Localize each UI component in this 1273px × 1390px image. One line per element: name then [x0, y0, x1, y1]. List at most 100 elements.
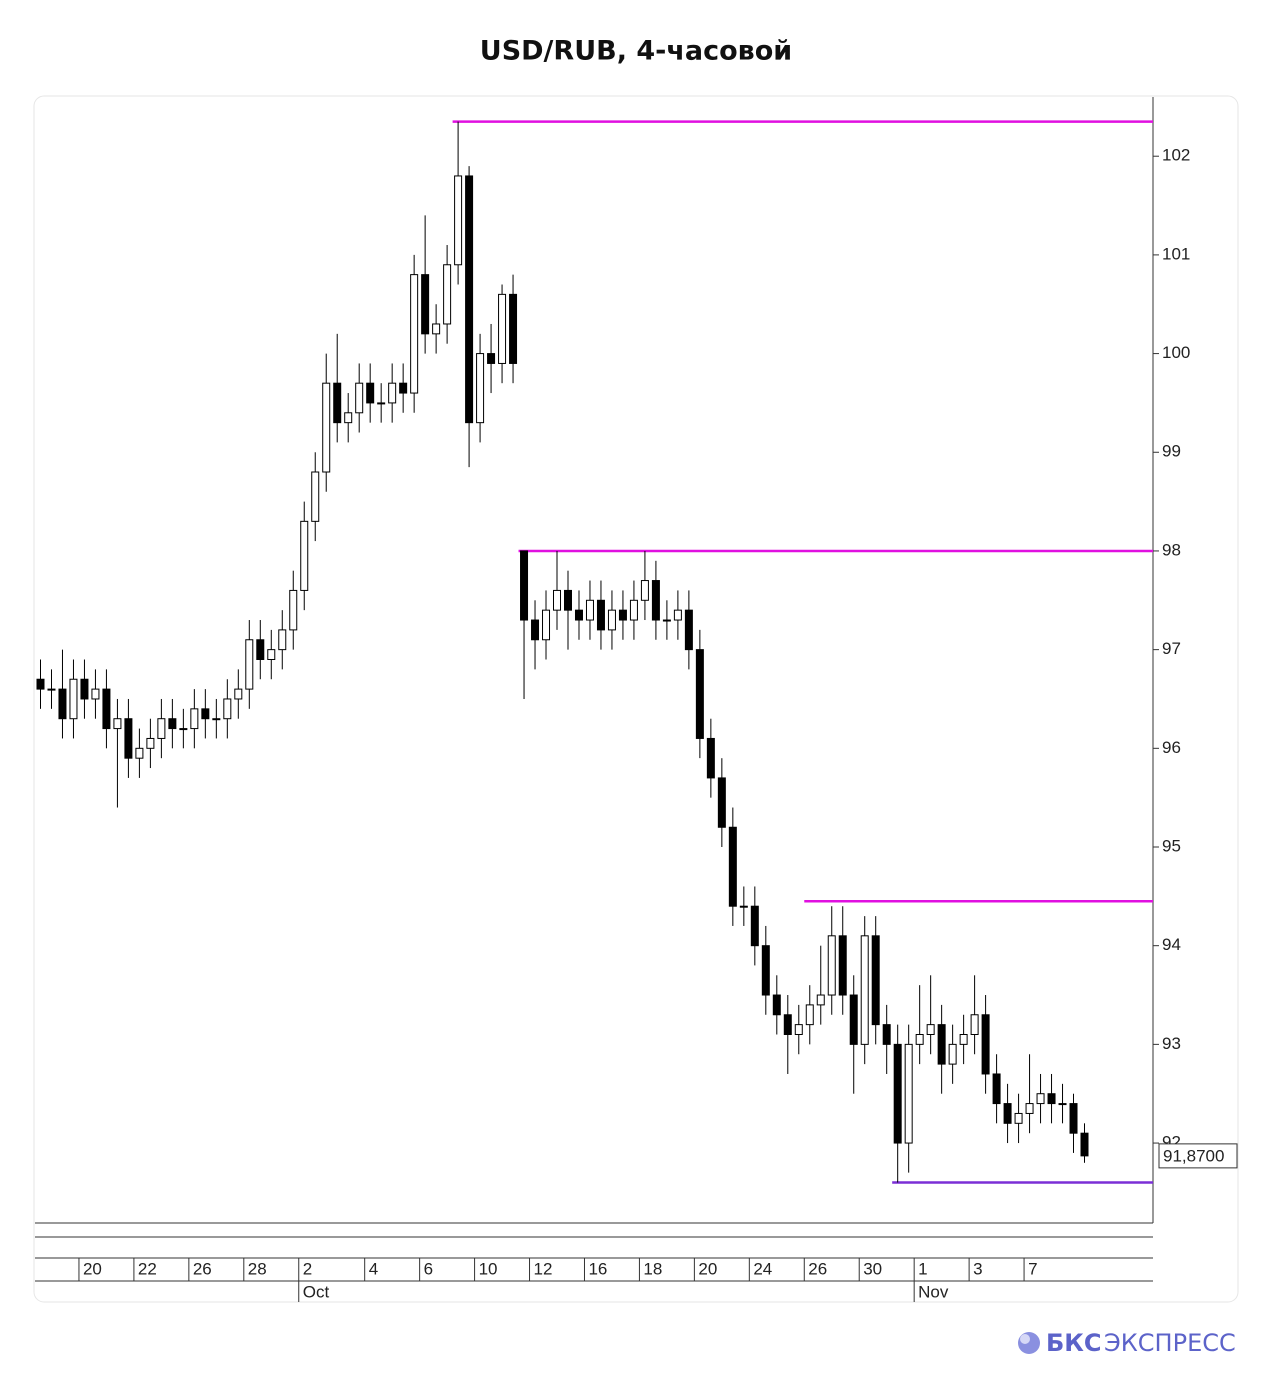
candle-body — [607, 609, 616, 631]
x-tick-label: 26 — [808, 1259, 827, 1278]
candle-body — [871, 935, 880, 1026]
candle-body — [531, 619, 540, 641]
x-tick-label: 16 — [588, 1259, 607, 1278]
candle-body — [388, 382, 397, 404]
last-price-label: 91,8700 — [1163, 1146, 1224, 1165]
candle-body — [783, 1014, 792, 1036]
candle-body — [113, 718, 122, 730]
candle-body — [69, 678, 78, 720]
candle-body — [157, 718, 166, 739]
candle-body — [179, 728, 188, 731]
candle-body — [36, 678, 45, 690]
y-tick-label: 94 — [1162, 935, 1181, 954]
chart-title: USD/RUB, 4-часовой — [480, 36, 792, 67]
candle-body — [574, 609, 583, 621]
candle-body — [1047, 1093, 1056, 1105]
candle-body — [421, 274, 430, 335]
candle-body — [146, 737, 155, 749]
candle-body — [981, 1014, 990, 1075]
candle-body — [333, 382, 342, 424]
candle-body — [816, 994, 825, 1006]
x-tick-label: 4 — [369, 1259, 378, 1278]
candle-body — [267, 649, 276, 661]
candle-body — [992, 1073, 1001, 1105]
candle-body — [739, 905, 748, 908]
candle-body — [124, 718, 133, 759]
candle-body — [1014, 1112, 1023, 1124]
candle-body — [278, 629, 287, 651]
x-tick-label: 6 — [424, 1259, 433, 1278]
x-tick-label: 3 — [973, 1259, 982, 1278]
candle-body — [794, 1024, 803, 1036]
candle-body — [58, 688, 67, 720]
candle-body — [168, 718, 177, 730]
candle-body — [761, 945, 770, 996]
candle-body — [476, 353, 485, 424]
candle-body — [366, 382, 375, 404]
brand-logo: БКС ЭКСПРЕСС — [1018, 1329, 1236, 1357]
candle-body — [640, 580, 649, 601]
candle-body — [311, 471, 320, 522]
candle-body — [926, 1024, 935, 1036]
candle-body — [553, 589, 562, 611]
candle-body — [563, 589, 572, 611]
candle-body — [1003, 1103, 1012, 1124]
candle-body — [915, 1034, 924, 1045]
month-label: Nov — [918, 1282, 949, 1301]
candle-body — [706, 737, 715, 779]
candle-body — [717, 777, 726, 828]
candle-body — [959, 1034, 968, 1045]
candle-body — [838, 935, 847, 996]
candle-body — [970, 1014, 979, 1036]
candle-body — [91, 688, 100, 700]
x-tick-label: 20 — [698, 1259, 717, 1278]
x-tick-label: 12 — [534, 1259, 553, 1278]
candle-body — [80, 678, 89, 700]
x-tick-label: 10 — [479, 1259, 498, 1278]
candle-body — [487, 353, 496, 364]
candle-body — [1058, 1103, 1067, 1106]
candle-body — [695, 649, 704, 739]
candle-body — [498, 293, 507, 364]
logo-icon — [1018, 1332, 1040, 1354]
candle-body — [827, 935, 836, 996]
candle-body — [300, 520, 309, 591]
candle-body — [882, 1024, 891, 1045]
x-tick-label: 30 — [863, 1259, 882, 1278]
candle-body — [355, 382, 364, 414]
y-tick-label: 100 — [1162, 343, 1190, 362]
x-tick-label: 1 — [918, 1259, 927, 1278]
candle-body — [223, 698, 232, 720]
logo-icon — [1020, 1334, 1030, 1344]
y-tick-label: 95 — [1162, 836, 1181, 855]
x-tick-label: 2 — [303, 1259, 312, 1278]
candle-body — [344, 412, 353, 424]
x-tick-label: 18 — [643, 1259, 662, 1278]
candle-body — [245, 639, 254, 690]
candle-body — [937, 1024, 946, 1065]
candle-body — [47, 688, 56, 691]
candle-body — [212, 718, 221, 721]
candle-body — [1069, 1103, 1078, 1134]
candle-body — [629, 599, 638, 621]
candle-body — [410, 274, 419, 394]
chart-panel — [33, 95, 1239, 1303]
candle-body — [234, 688, 243, 700]
brand-bold: БКС — [1046, 1329, 1102, 1357]
candle-body — [256, 639, 265, 661]
candle-body — [805, 1004, 814, 1026]
candle-body — [190, 708, 199, 730]
candle-body — [201, 708, 210, 720]
candle-body — [1036, 1093, 1045, 1105]
y-tick-label: 102 — [1162, 146, 1190, 165]
candle-body — [904, 1043, 913, 1144]
month-label: Oct — [303, 1282, 330, 1301]
x-tick-label: 7 — [1028, 1259, 1037, 1278]
candle-body — [728, 826, 737, 907]
candle-body — [1080, 1132, 1089, 1157]
candle-body — [289, 589, 298, 631]
candle-body — [520, 550, 529, 621]
candle-body — [454, 175, 463, 266]
candle-body — [673, 609, 682, 621]
candle-body — [432, 323, 441, 335]
